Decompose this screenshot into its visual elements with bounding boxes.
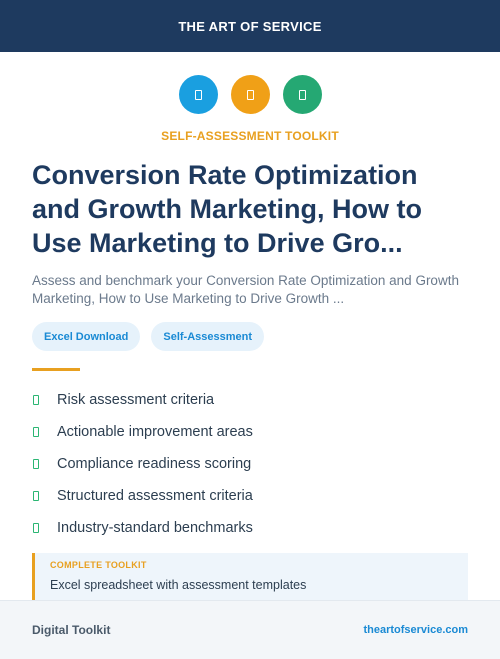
check-icon (33, 427, 39, 437)
website-link[interactable]: theartofservice.com (363, 624, 468, 636)
checklist-icon (282, 75, 322, 114)
footer-label: Digital Toolkit (32, 623, 111, 637)
check-icon (33, 523, 39, 533)
footer-bar: Digital Toolkit theartofservice.com (0, 600, 500, 659)
list-item: Structured assessment criteria (32, 480, 472, 512)
accent-divider (32, 368, 80, 371)
header-bar: THE ART OF SERVICE (0, 0, 500, 52)
list-item: Actionable improvement areas (32, 416, 472, 448)
list-item: Industry-standard benchmarks (32, 512, 472, 544)
page-title: Conversion Rate Optimization and Growth … (32, 160, 422, 258)
feature-label: Compliance readiness scoring (57, 456, 252, 472)
brand-title: THE ART OF SERVICE (178, 18, 322, 34)
check-icon (33, 395, 39, 405)
tag-excel-download: Excel Download (32, 322, 141, 351)
feature-list: Risk assessment criteria Actionable impr… (32, 384, 472, 544)
feature-label: Industry-standard benchmarks (57, 520, 253, 536)
check-icon (33, 491, 39, 501)
callout-title: COMPLETE TOOLKIT (50, 560, 147, 570)
feature-label: Actionable improvement areas (57, 424, 253, 440)
list-item: Risk assessment criteria (32, 384, 472, 416)
description: Assess and benchmark your Conversion Rat… (32, 273, 459, 306)
list-item: Compliance readiness scoring (32, 448, 472, 480)
check-icon (33, 459, 39, 469)
feature-label: Risk assessment criteria (57, 392, 215, 408)
document-icon (178, 75, 218, 114)
tag-list: Excel Download Self-Assessment (32, 322, 265, 351)
callout-text: Excel spreadsheet with assessment templa… (50, 578, 307, 592)
kicker-label: SELF-ASSESSMENT TOOLKIT (161, 129, 339, 143)
toolkit-callout: COMPLETE TOOLKIT Excel spreadsheet with … (32, 553, 468, 600)
icon-row (0, 75, 500, 114)
clipboard-icon (230, 75, 270, 114)
tag-self-assessment: Self-Assessment (151, 322, 265, 351)
feature-label: Structured assessment criteria (57, 488, 253, 504)
